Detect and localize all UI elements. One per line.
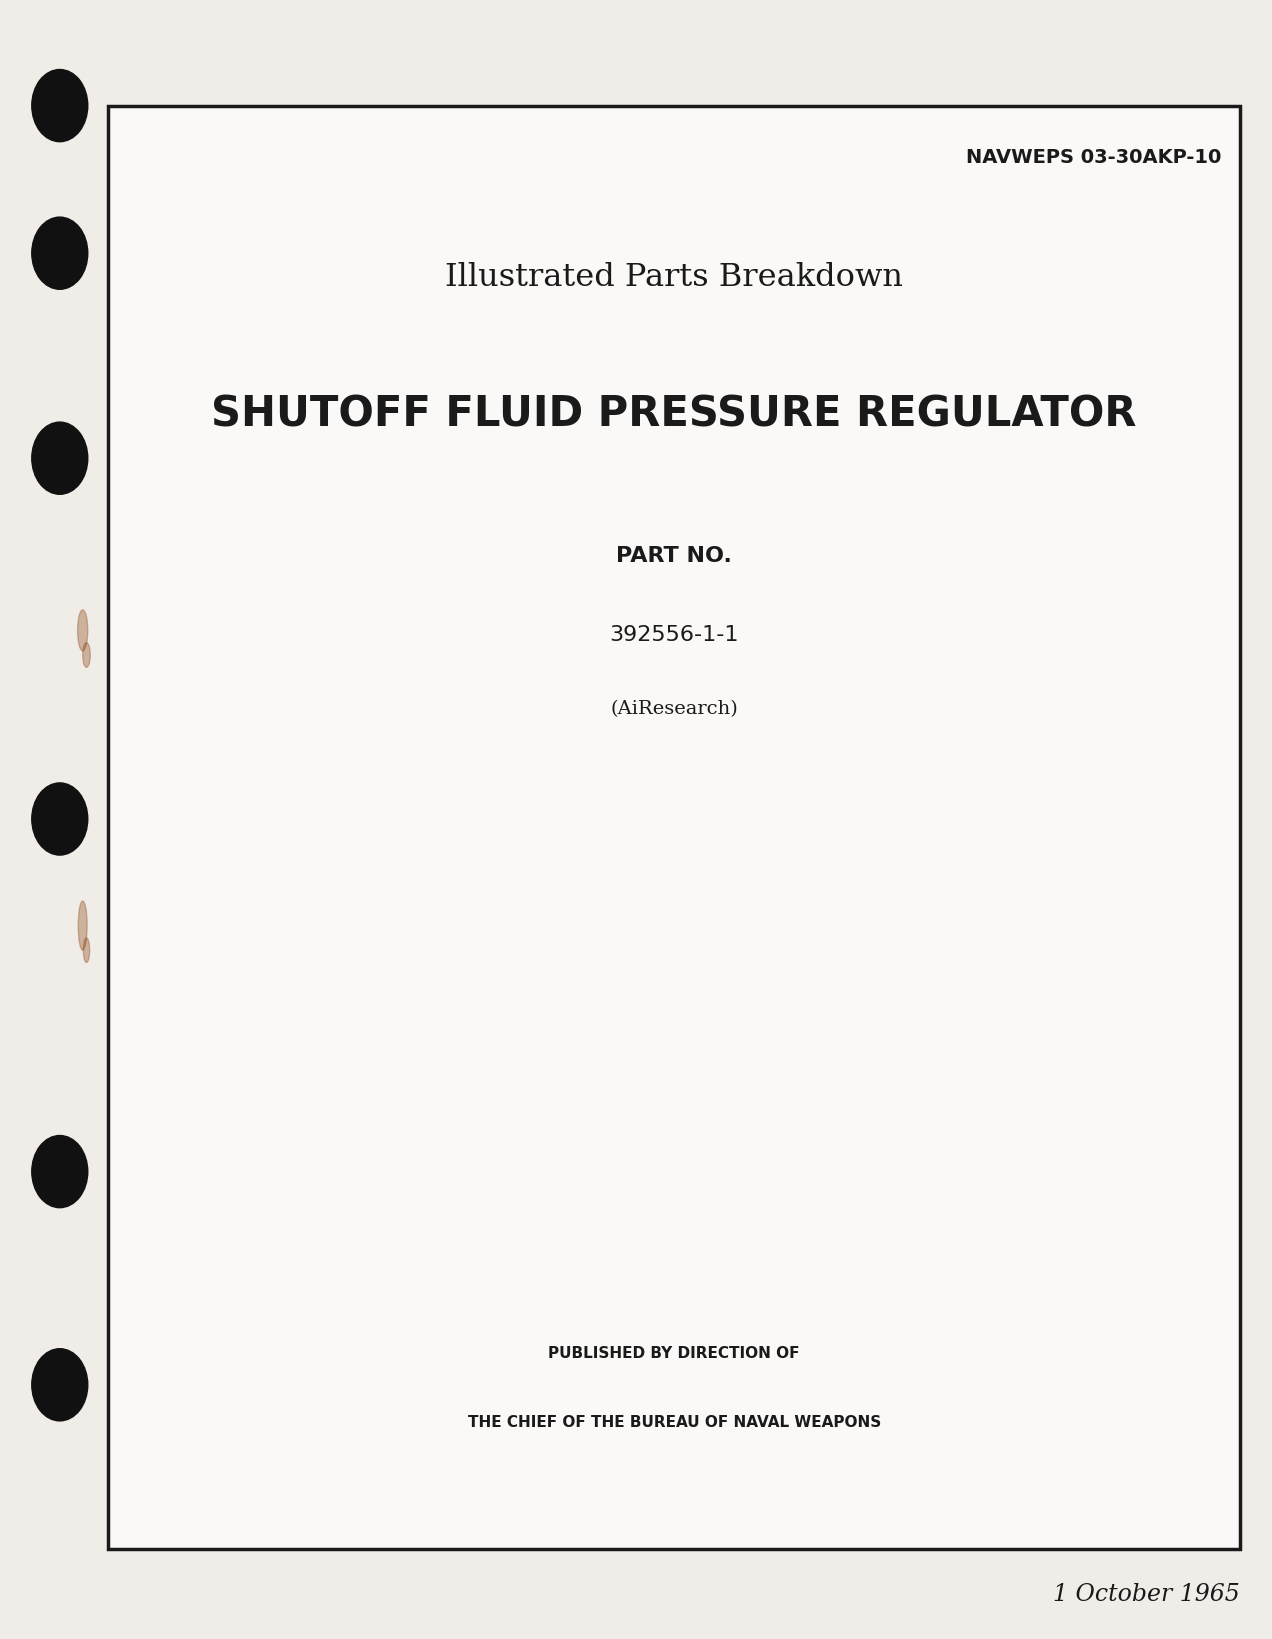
Text: THE CHIEF OF THE BUREAU OF NAVAL WEAPONS: THE CHIEF OF THE BUREAU OF NAVAL WEAPONS — [468, 1414, 880, 1429]
Text: 1 October 1965: 1 October 1965 — [1053, 1582, 1240, 1605]
Text: PART NO.: PART NO. — [616, 546, 733, 565]
Text: SHUTOFF FLUID PRESSURE REGULATOR: SHUTOFF FLUID PRESSURE REGULATOR — [211, 393, 1137, 436]
Ellipse shape — [83, 644, 90, 669]
Text: 392556-1-1: 392556-1-1 — [609, 624, 739, 644]
Ellipse shape — [79, 901, 86, 951]
FancyBboxPatch shape — [108, 107, 1240, 1549]
Text: PUBLISHED BY DIRECTION OF: PUBLISHED BY DIRECTION OF — [548, 1346, 800, 1360]
Circle shape — [32, 423, 88, 495]
Circle shape — [32, 1136, 88, 1208]
Circle shape — [32, 783, 88, 856]
Text: NAVWEPS 03-30AKP-10: NAVWEPS 03-30AKP-10 — [965, 148, 1221, 167]
Text: (AiResearch): (AiResearch) — [611, 700, 738, 718]
Ellipse shape — [78, 610, 88, 651]
Circle shape — [32, 218, 88, 290]
Circle shape — [32, 70, 88, 143]
Ellipse shape — [84, 938, 90, 964]
Text: Illustrated Parts Breakdown: Illustrated Parts Breakdown — [445, 262, 903, 293]
Circle shape — [32, 1349, 88, 1421]
